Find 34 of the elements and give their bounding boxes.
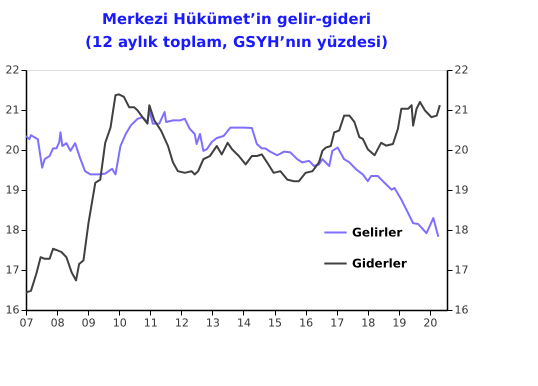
x-tick-label: 18 bbox=[361, 316, 376, 330]
y2-tick-label: 18 bbox=[454, 224, 468, 236]
y-tick-label: 18 bbox=[6, 224, 20, 236]
legend-label: Giderler bbox=[352, 256, 407, 270]
legend-label: Gelirler bbox=[352, 226, 402, 240]
chart-title: Merkezi Hükümet’in gelir-gideri bbox=[102, 10, 372, 28]
line-series bbox=[25, 109, 440, 238]
y2-tick-label: 19 bbox=[454, 184, 468, 196]
x-tick-label: 17 bbox=[330, 316, 344, 330]
x-tick-label: 11 bbox=[144, 316, 158, 330]
y-tick-label: 19 bbox=[6, 184, 20, 196]
y-tick-label: 22 bbox=[6, 64, 20, 76]
x-tick-label: 14 bbox=[236, 316, 251, 330]
x-tick-label: 16 bbox=[299, 316, 314, 330]
x-tick-label: 19 bbox=[392, 316, 406, 330]
chart-subtitle: (12 aylık toplam, GSYH’nın yüzdesi) bbox=[85, 33, 388, 51]
y2-tick-label: 16 bbox=[454, 304, 468, 316]
x-tick-label: 07 bbox=[20, 316, 34, 330]
y-tick-label: 17 bbox=[6, 264, 20, 276]
x-tick-label: 10 bbox=[112, 316, 127, 330]
y2-tick-label: 20 bbox=[454, 144, 468, 156]
x-tick-label: 15 bbox=[268, 316, 282, 330]
y-tick-label: 21 bbox=[6, 104, 20, 116]
y2-tick-label: 22 bbox=[454, 64, 468, 76]
x-tick-label: 12 bbox=[174, 316, 189, 330]
y-tick-label: 16 bbox=[6, 304, 20, 316]
y-tick-label: 20 bbox=[6, 144, 20, 156]
line-series bbox=[25, 93, 441, 294]
y2-tick-label: 17 bbox=[454, 264, 468, 276]
y2-tick-label: 21 bbox=[454, 104, 468, 116]
x-tick-label: 09 bbox=[82, 316, 96, 330]
x-tick-label: 20 bbox=[423, 316, 438, 330]
x-tick-label: 08 bbox=[50, 316, 65, 330]
x-tick-label: 13 bbox=[206, 316, 220, 330]
